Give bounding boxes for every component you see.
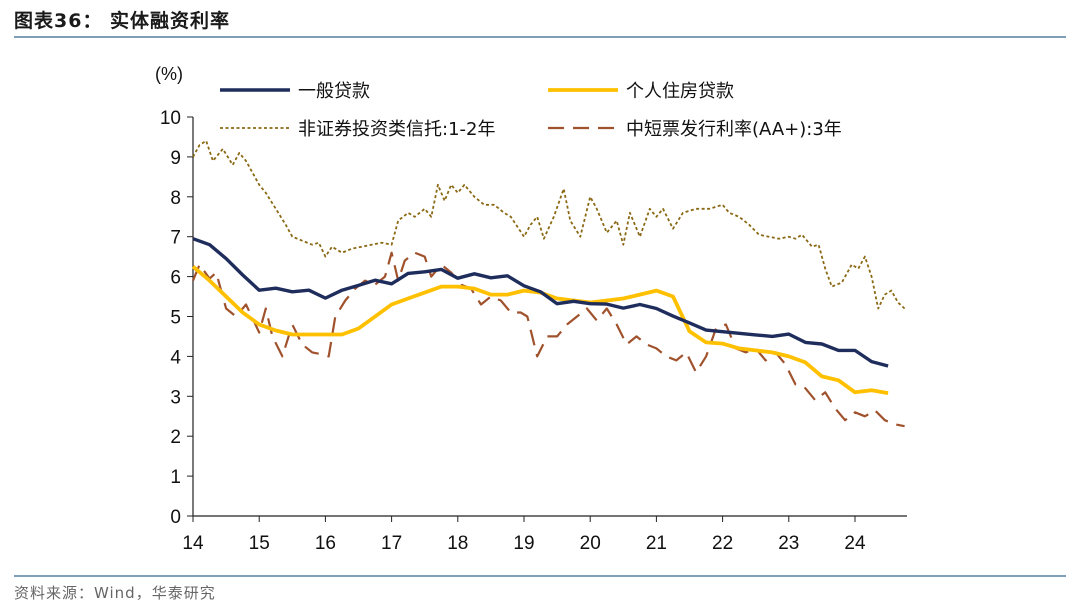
x-tick-label: 16 bbox=[315, 533, 336, 554]
series-line-nonstandard_trust bbox=[192, 139, 906, 310]
title-divider bbox=[14, 36, 1066, 38]
y-tick-label: 4 bbox=[170, 347, 181, 368]
y-tick-label: 9 bbox=[170, 148, 181, 169]
legend-label-mtn_rate: 中短票发行利率(AA+):3年 bbox=[626, 119, 842, 140]
x-tick-label: 19 bbox=[513, 533, 534, 554]
y-tick-label: 6 bbox=[170, 268, 181, 289]
series-line-housing_loans bbox=[191, 265, 889, 395]
y-tick-label: 2 bbox=[170, 427, 181, 448]
x-tick-label: 21 bbox=[646, 533, 667, 554]
x-tick-label: 18 bbox=[447, 533, 468, 554]
x-tick-label: 22 bbox=[712, 533, 733, 554]
series-layer bbox=[191, 139, 906, 428]
source-note: 资料来源：Wind，华泰研究 bbox=[14, 584, 216, 602]
y-tick-label: 7 bbox=[170, 228, 181, 249]
y-tick-label: 8 bbox=[170, 188, 181, 209]
footer-divider bbox=[14, 575, 1066, 577]
series-line-mtn_rate bbox=[191, 251, 905, 428]
x-tick-label: 20 bbox=[580, 533, 601, 554]
x-tick-label: 23 bbox=[778, 533, 799, 554]
series-line-general_loans bbox=[192, 237, 889, 368]
y-tick-label: 1 bbox=[170, 467, 181, 488]
figure-title: 图表36： 实体融资利率 bbox=[14, 10, 231, 32]
legend-label-nonstandard_trust: 非证券投资类信托:1-2年 bbox=[298, 119, 495, 140]
y-tick-label: 0 bbox=[170, 507, 181, 528]
x-tick-label: 24 bbox=[844, 533, 866, 554]
legend-label-housing_loans: 个人住房贷款 bbox=[626, 81, 734, 102]
y-tick-label: 3 bbox=[170, 387, 181, 408]
y-unit-label: (%) bbox=[155, 64, 183, 84]
y-tick-label: 10 bbox=[160, 108, 181, 129]
x-tick-label: 15 bbox=[249, 533, 270, 554]
x-tick-label: 17 bbox=[381, 533, 402, 554]
legend-label-general_loans: 一般贷款 bbox=[298, 81, 370, 102]
y-tick-label: 5 bbox=[170, 308, 181, 329]
x-tick-label: 14 bbox=[182, 533, 204, 554]
